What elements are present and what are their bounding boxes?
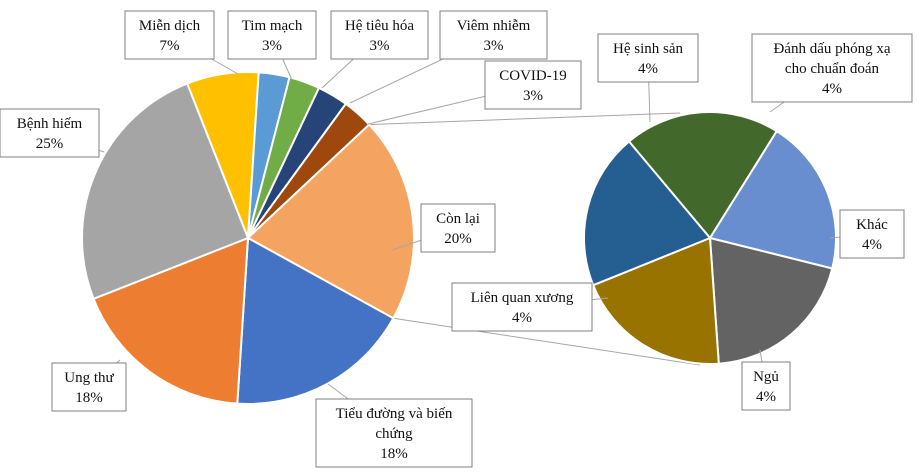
value-label: 7% xyxy=(160,38,180,54)
label-box xyxy=(315,398,473,468)
category-label: COVID-19 xyxy=(499,68,567,84)
value-label: 18% xyxy=(75,390,103,406)
category-label: Tiểu đường và biến chứng xyxy=(336,406,453,442)
label-box xyxy=(741,361,791,411)
data-label-lien-quan-xuong: Liên quan xương 4% xyxy=(451,282,609,332)
slice-danh-dau-phong-xa-cho-chuan-doan xyxy=(627,111,779,240)
data-label-tieu-duong-va-bien-chung: Tiểu đường và biến chứng 18% xyxy=(315,383,473,468)
value-label: 4% xyxy=(756,389,776,405)
category-label: Miễn dịch xyxy=(139,18,201,34)
data-label-danh-dau-phong-xa-cho-chuan-doan: Đánh dấu phóng xạ cho chuẩn đoán 4% xyxy=(751,33,913,113)
label-box xyxy=(839,209,905,259)
value-label: 4% xyxy=(638,61,658,77)
connector-line-bottom xyxy=(393,317,701,366)
data-label-tim-mach: Tim mạch 3% xyxy=(227,10,317,81)
data-label-ung-thu: Ung thư 18% xyxy=(51,359,127,412)
category-label: Hệ tiêu hóa xyxy=(345,18,414,34)
slice-he-sinh-san xyxy=(583,140,712,287)
label-box xyxy=(124,10,215,60)
data-label-benh-hiem: Bệnh hiếm 25% xyxy=(0,108,105,158)
value-label: 4% xyxy=(862,237,882,253)
category-label: Ngủ xyxy=(753,369,779,385)
category-label: Khác xyxy=(856,217,888,233)
main-pie xyxy=(80,71,415,405)
label-box xyxy=(51,362,127,412)
value-label: 18% xyxy=(380,446,408,462)
data-label-he-tieu-hoa: Hệ tiêu hóa 3% xyxy=(321,10,429,89)
slice-benh-hiem xyxy=(80,82,250,301)
slice-ngu xyxy=(708,236,834,365)
data-label-con-lai: Còn lại 20% xyxy=(391,203,496,253)
label-box xyxy=(227,10,317,60)
label-box xyxy=(420,203,496,253)
category-label: Ung thư xyxy=(64,370,114,386)
data-label-he-sinh-san: Hệ sinh sản 4% xyxy=(597,33,699,123)
data-label-mien-dich: Miễn dịch 7% xyxy=(124,10,239,75)
slice-con-lai xyxy=(246,123,415,320)
label-box xyxy=(330,10,429,60)
data-label-covid-19: COVID-19 3% xyxy=(367,60,582,125)
value-label: 4% xyxy=(512,310,532,326)
data-label-khac: Khác 4% xyxy=(829,209,905,259)
value-label: 4% xyxy=(822,81,842,97)
label-box xyxy=(451,282,593,332)
category-label: Còn lại xyxy=(436,211,480,227)
category-label: Hệ sinh sản xyxy=(613,41,683,57)
value-label: 3% xyxy=(484,38,504,54)
data-label-ngu: Ngủ 4% xyxy=(741,349,791,411)
category-label: Đánh dấu phóng xạ cho chuẩn đoán xyxy=(773,41,890,77)
label-box xyxy=(484,60,582,110)
category-label: Viêm nhiễm xyxy=(457,18,531,34)
slice-tieu-duong-va-bien-chung xyxy=(236,236,395,405)
slice-khac xyxy=(708,129,837,270)
label-box xyxy=(0,108,100,158)
value-label: 3% xyxy=(262,38,282,54)
value-label: 3% xyxy=(523,88,543,104)
data-label-viem-nhiem: Viêm nhiễm 3% xyxy=(349,10,548,104)
value-label: 3% xyxy=(370,38,390,54)
category-label: Liên quan xương xyxy=(471,290,574,306)
label-box xyxy=(439,10,548,60)
slice-ung-thu xyxy=(92,236,250,405)
connector-line-top xyxy=(369,112,681,126)
category-label: Bệnh hiếm xyxy=(17,116,83,132)
secondary-pie xyxy=(583,111,837,365)
category-label: Tim mạch xyxy=(242,18,303,34)
value-label: 25% xyxy=(36,136,64,152)
slice-lien-quan-xuong xyxy=(591,236,720,365)
label-box xyxy=(597,33,699,83)
label-box xyxy=(751,33,913,103)
value-label: 20% xyxy=(444,231,472,247)
connector-lines xyxy=(369,112,701,366)
